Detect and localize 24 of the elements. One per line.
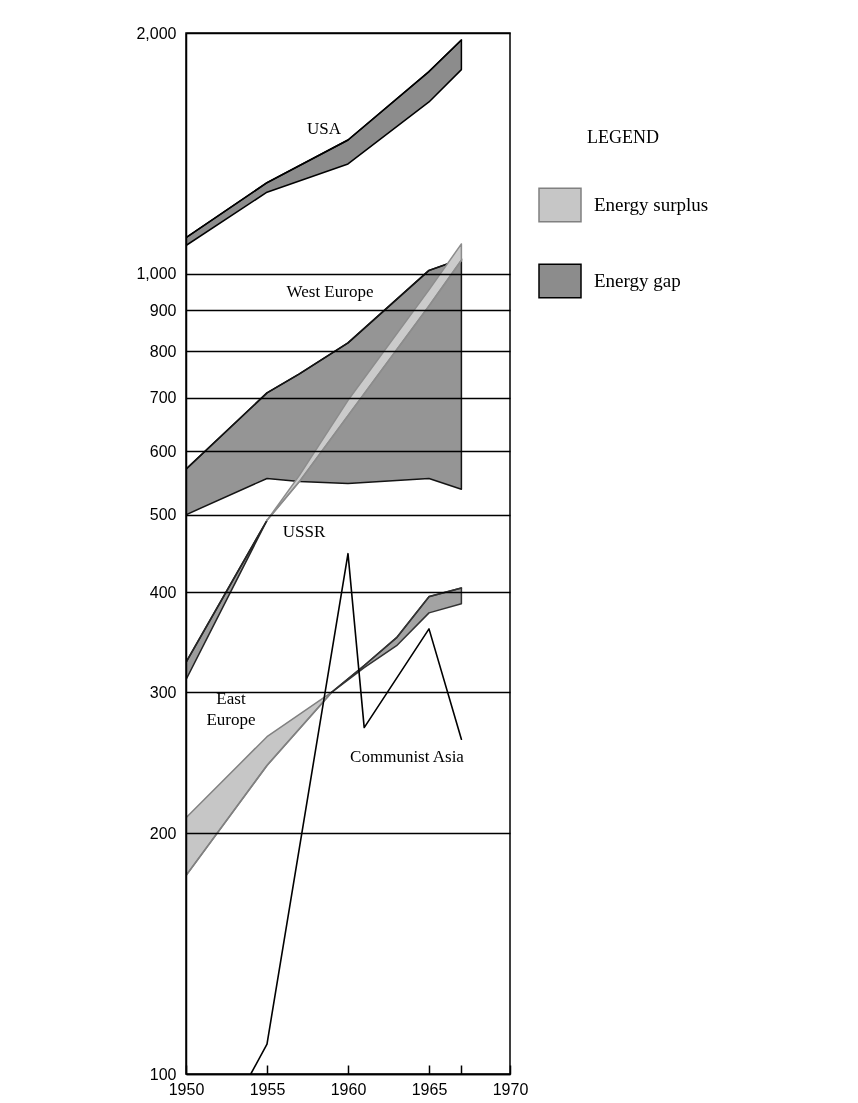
y-tick-label: 300 (149, 683, 177, 701)
annotation: USSR (282, 522, 326, 541)
y-tick-label: 900 (149, 301, 177, 319)
annotation: West Europe (286, 282, 374, 301)
y-tick-label: 2,000 (136, 24, 177, 42)
y-tick-label: 400 (149, 583, 177, 601)
x-tick-label: 1960 (330, 1080, 367, 1098)
legend-label: Energy surplus (594, 194, 709, 215)
y-tick-label: 1,000 (136, 265, 177, 283)
legend-label: Energy gap (594, 270, 681, 291)
annotation: USA (306, 119, 342, 138)
annotation: East Europe (206, 689, 256, 729)
y-tick-label: 200 (149, 824, 177, 842)
y-tick-label: 600 (149, 442, 177, 460)
y-tick-label: 500 (149, 506, 177, 524)
legend-title: LEGEND (587, 127, 659, 147)
x-tick-label: 1955 (249, 1080, 286, 1098)
annotation: Communist Asia (350, 747, 465, 766)
x-tick-label: 1950 (168, 1080, 205, 1098)
x-tick-label: 1970 (492, 1080, 529, 1098)
y-tick-label: 700 (149, 389, 177, 407)
x-tick-label: 1965 (411, 1080, 448, 1098)
y-tick-label: 100 (149, 1065, 177, 1083)
y-tick-label: 800 (149, 342, 177, 360)
